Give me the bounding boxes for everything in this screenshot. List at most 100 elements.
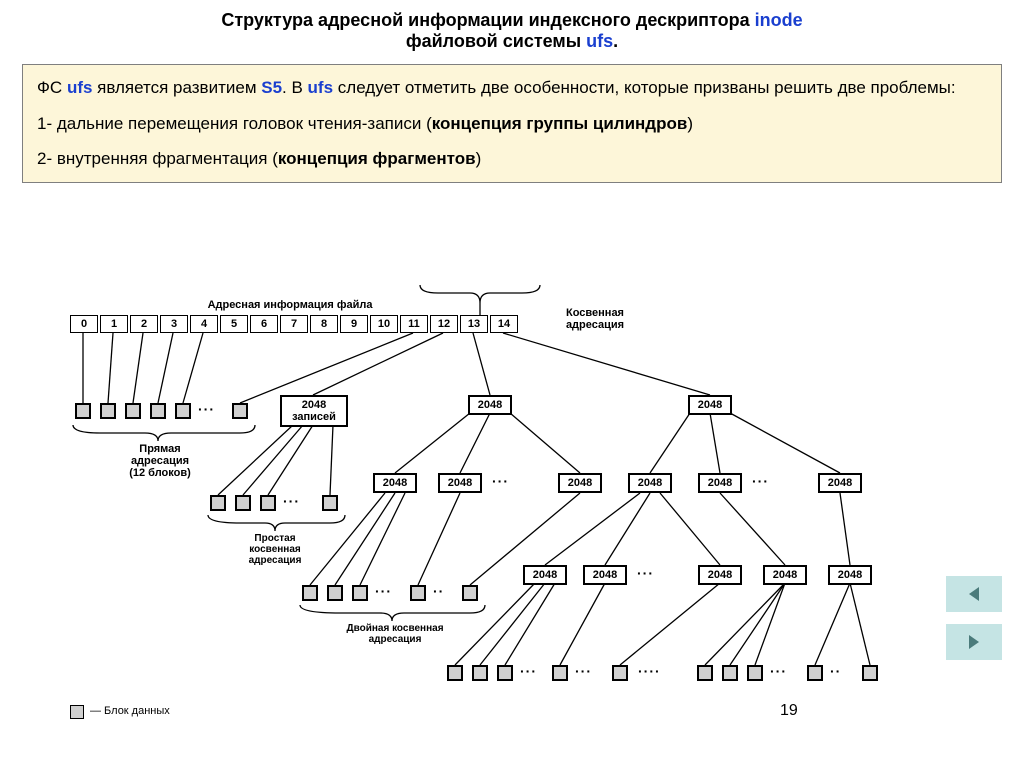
ellipsis: ··· xyxy=(375,583,392,599)
ellipsis: ··· xyxy=(198,401,215,417)
node-2048: 2048 xyxy=(558,473,602,493)
cell-10: 10 xyxy=(370,315,398,333)
indirect-label: Косвенная адресация xyxy=(550,307,640,331)
data-block xyxy=(235,495,251,511)
node-2048: 2048 xyxy=(763,565,807,585)
cell-0: 0 xyxy=(70,315,98,333)
data-block xyxy=(807,665,823,681)
cell-13: 13 xyxy=(460,315,488,333)
cell-9: 9 xyxy=(340,315,368,333)
ellipsis: ··· xyxy=(637,565,654,581)
data-block xyxy=(862,665,878,681)
data-block xyxy=(302,585,318,601)
data-block xyxy=(232,403,248,419)
cell-5: 5 xyxy=(220,315,248,333)
info-l2a: 1- дальние перемещения головок чтения-за… xyxy=(37,114,432,133)
info-l1a: ФС xyxy=(37,78,67,97)
prev-button[interactable] xyxy=(946,576,1002,612)
title-post: . xyxy=(613,31,618,51)
cell-6: 6 xyxy=(250,315,278,333)
diagram: Адресная информация файла Косвенная адре… xyxy=(40,285,960,725)
node-2048: 2048 xyxy=(468,395,512,415)
info-l1c: является развитием xyxy=(92,78,261,97)
page-number: 19 xyxy=(780,702,798,720)
ellipsis: ··· xyxy=(752,473,769,489)
cell-4: 4 xyxy=(190,315,218,333)
data-block xyxy=(352,585,368,601)
ellipsis: ··· xyxy=(520,663,537,679)
info-l1g: следует отметить две особенности, которы… xyxy=(333,78,956,97)
cell-11: 11 xyxy=(400,315,428,333)
ellipsis: ·· xyxy=(433,583,444,599)
title-pre: Структура адресной информации индексного… xyxy=(221,10,754,30)
data-block xyxy=(747,665,763,681)
data-block xyxy=(410,585,426,601)
node-2048: 2048 xyxy=(438,473,482,493)
data-block xyxy=(552,665,568,681)
direct-label: Прямая адресация (12 блоков) xyxy=(100,443,220,479)
legend-text: — Блок данных xyxy=(90,705,170,717)
ellipsis: ·· xyxy=(830,663,841,679)
cell-1: 1 xyxy=(100,315,128,333)
data-block xyxy=(125,403,141,419)
cell-3: 3 xyxy=(160,315,188,333)
data-block xyxy=(327,585,343,601)
title-mid: файловой системы xyxy=(406,31,586,51)
node-2048: 2048 xyxy=(688,395,732,415)
node-2048-entries: 2048 записей xyxy=(280,395,348,427)
diagram-lines xyxy=(40,285,960,725)
next-button[interactable] xyxy=(946,624,1002,660)
cell-8: 8 xyxy=(310,315,338,333)
info-box: ФС ufs является развитием S5. В ufs след… xyxy=(22,64,1002,183)
info-l2c: ) xyxy=(687,114,693,133)
cell-7: 7 xyxy=(280,315,308,333)
arrow-right-icon xyxy=(963,631,985,653)
info-l1d: S5 xyxy=(261,78,282,97)
node-2048: 2048 xyxy=(373,473,417,493)
node-2048: 2048 xyxy=(628,473,672,493)
node-2048: 2048 xyxy=(583,565,627,585)
node-2048: 2048 xyxy=(698,565,742,585)
ellipsis: ··· xyxy=(283,493,300,509)
legend-icon xyxy=(70,705,84,719)
ellipsis: ···· xyxy=(638,663,661,679)
node-2048: 2048 xyxy=(818,473,862,493)
title-hl2: ufs xyxy=(586,31,613,51)
info-l3b: концепция фрагментов xyxy=(278,149,476,168)
simple-indirect-label: Простая косвенная адресация xyxy=(220,533,330,566)
header-label: Адресная информация файла xyxy=(180,299,400,311)
data-block xyxy=(472,665,488,681)
data-block xyxy=(75,403,91,419)
cell-2: 2 xyxy=(130,315,158,333)
page-title: Структура адресной информации индексного… xyxy=(0,0,1024,56)
cell-12: 12 xyxy=(430,315,458,333)
node-2048: 2048 xyxy=(523,565,567,585)
info-l3c: ) xyxy=(476,149,482,168)
info-l3a: 2- внутренняя фрагментация ( xyxy=(37,149,278,168)
ellipsis: ··· xyxy=(492,473,509,489)
ellipsis: ··· xyxy=(575,663,592,679)
data-block xyxy=(497,665,513,681)
data-block xyxy=(322,495,338,511)
data-block xyxy=(175,403,191,419)
info-l1b: ufs xyxy=(67,78,93,97)
info-l1f: ufs xyxy=(308,78,334,97)
double-indirect-label: Двойная косвенная адресация xyxy=(310,623,480,645)
info-l2b: концепция группы цилиндров xyxy=(432,114,688,133)
data-block xyxy=(447,665,463,681)
data-block xyxy=(100,403,116,419)
data-block xyxy=(210,495,226,511)
data-block xyxy=(612,665,628,681)
info-l1e: . В xyxy=(282,78,308,97)
data-block xyxy=(150,403,166,419)
data-block xyxy=(722,665,738,681)
title-hl1: inode xyxy=(755,10,803,30)
cell-14: 14 xyxy=(490,315,518,333)
data-block xyxy=(462,585,478,601)
data-block xyxy=(697,665,713,681)
data-block xyxy=(260,495,276,511)
node-2048: 2048 xyxy=(698,473,742,493)
arrow-left-icon xyxy=(963,583,985,605)
node-2048: 2048 xyxy=(828,565,872,585)
ellipsis: ··· xyxy=(770,663,787,679)
